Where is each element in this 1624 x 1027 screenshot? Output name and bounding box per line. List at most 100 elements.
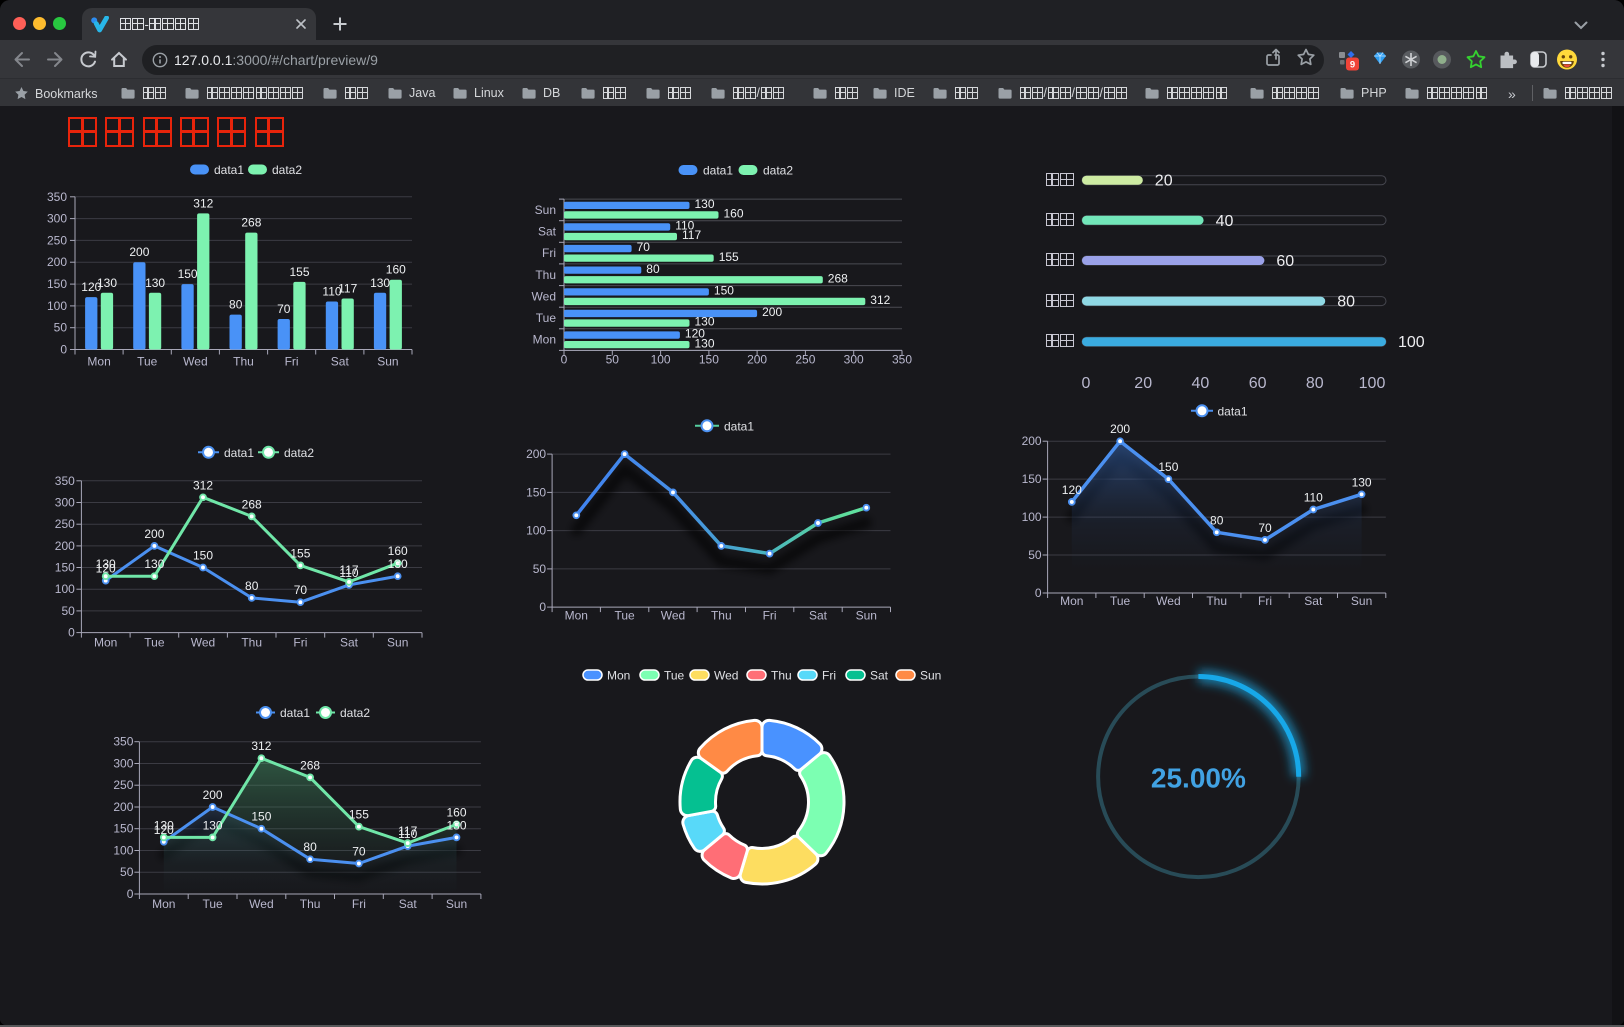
svg-text:70: 70 bbox=[1258, 521, 1272, 535]
svg-text:Mon: Mon bbox=[1060, 594, 1083, 608]
svg-text:Sat: Sat bbox=[331, 355, 350, 369]
svg-text:data1: data1 bbox=[224, 446, 254, 460]
svg-text:Fri: Fri bbox=[542, 246, 556, 260]
svg-text:data2: data2 bbox=[284, 446, 314, 460]
svg-text:0: 0 bbox=[561, 353, 568, 367]
svg-text:200: 200 bbox=[762, 305, 782, 319]
svg-text:110: 110 bbox=[1304, 491, 1323, 505]
svg-text:data1: data1 bbox=[703, 164, 733, 178]
svg-text:80: 80 bbox=[1210, 513, 1224, 527]
svg-text:Fri: Fri bbox=[293, 636, 307, 650]
svg-text:160: 160 bbox=[388, 544, 408, 558]
svg-text:80: 80 bbox=[229, 298, 243, 312]
svg-text:130: 130 bbox=[203, 818, 223, 832]
svg-text:0: 0 bbox=[60, 343, 67, 357]
svg-text:Wed: Wed bbox=[714, 669, 738, 683]
svg-text:100: 100 bbox=[1022, 510, 1042, 524]
svg-text:150: 150 bbox=[47, 277, 67, 291]
svg-text:312: 312 bbox=[870, 293, 890, 307]
svg-text:250: 250 bbox=[55, 517, 75, 531]
svg-text:50: 50 bbox=[54, 321, 68, 335]
svg-text:data1: data1 bbox=[280, 706, 310, 720]
svg-text:150: 150 bbox=[193, 549, 213, 563]
svg-text:350: 350 bbox=[113, 735, 133, 749]
svg-text:120: 120 bbox=[685, 327, 705, 341]
svg-text:80: 80 bbox=[303, 840, 317, 854]
svg-text:268: 268 bbox=[242, 497, 262, 511]
svg-text:200: 200 bbox=[47, 255, 67, 269]
svg-text:130: 130 bbox=[144, 557, 164, 571]
svg-text:Sat: Sat bbox=[399, 897, 418, 911]
svg-text:Mon: Mon bbox=[607, 669, 630, 683]
svg-text:Fri: Fri bbox=[1258, 594, 1272, 608]
svg-text:350: 350 bbox=[892, 353, 912, 367]
svg-text:Sun: Sun bbox=[387, 636, 408, 650]
svg-text:Thu: Thu bbox=[535, 268, 556, 282]
svg-text:312: 312 bbox=[251, 739, 271, 753]
svg-text:Tue: Tue bbox=[137, 355, 158, 369]
svg-text:150: 150 bbox=[1158, 460, 1178, 474]
svg-text:data1: data1 bbox=[214, 163, 244, 177]
svg-text:117: 117 bbox=[682, 228, 701, 242]
svg-text:Mon: Mon bbox=[533, 333, 556, 347]
svg-text:300: 300 bbox=[47, 212, 67, 226]
svg-text:25.00%: 25.00% bbox=[1151, 763, 1246, 794]
svg-text:70: 70 bbox=[277, 302, 291, 316]
svg-text:130: 130 bbox=[370, 276, 390, 290]
svg-text:data2: data2 bbox=[340, 706, 370, 720]
svg-text:Wed: Wed bbox=[532, 289, 556, 303]
svg-text:0: 0 bbox=[127, 887, 134, 901]
svg-text:Sun: Sun bbox=[920, 669, 941, 683]
svg-text:Mon: Mon bbox=[94, 636, 117, 650]
svg-text:Wed: Wed bbox=[1156, 594, 1180, 608]
svg-text:20: 20 bbox=[1155, 173, 1173, 190]
svg-text:70: 70 bbox=[637, 240, 651, 254]
svg-text:50: 50 bbox=[533, 562, 547, 576]
svg-text:130: 130 bbox=[446, 818, 466, 832]
svg-text:100: 100 bbox=[1398, 334, 1425, 351]
svg-text:50: 50 bbox=[120, 865, 134, 879]
svg-text:100: 100 bbox=[526, 524, 546, 538]
svg-text:Mon: Mon bbox=[152, 897, 175, 911]
svg-text:Sun: Sun bbox=[535, 203, 556, 217]
svg-text:20: 20 bbox=[1134, 375, 1152, 392]
svg-text:100: 100 bbox=[1359, 375, 1386, 392]
svg-text:300: 300 bbox=[113, 757, 133, 771]
svg-text:0: 0 bbox=[1082, 375, 1091, 392]
svg-text:312: 312 bbox=[193, 478, 213, 492]
svg-text:Wed: Wed bbox=[249, 897, 273, 911]
svg-text:Mon: Mon bbox=[87, 355, 110, 369]
svg-text:50: 50 bbox=[1028, 548, 1042, 562]
svg-text:200: 200 bbox=[129, 245, 149, 259]
svg-text:80: 80 bbox=[1337, 294, 1355, 311]
svg-text:268: 268 bbox=[241, 216, 261, 230]
svg-text:Fri: Fri bbox=[285, 355, 299, 369]
svg-text:150: 150 bbox=[714, 284, 734, 298]
svg-text:155: 155 bbox=[289, 265, 309, 279]
svg-text:200: 200 bbox=[113, 800, 133, 814]
svg-text:100: 100 bbox=[55, 582, 75, 596]
svg-text:300: 300 bbox=[844, 353, 864, 367]
svg-text:100: 100 bbox=[113, 844, 133, 858]
svg-text:150: 150 bbox=[1022, 472, 1042, 486]
svg-text:data2: data2 bbox=[272, 163, 302, 177]
svg-text:150: 150 bbox=[251, 810, 271, 824]
svg-text:150: 150 bbox=[526, 485, 546, 499]
svg-text:Sun: Sun bbox=[856, 609, 877, 623]
svg-text:Sat: Sat bbox=[340, 636, 359, 650]
svg-text:Thu: Thu bbox=[711, 609, 732, 623]
svg-text:Thu: Thu bbox=[1206, 594, 1227, 608]
svg-text:Fri: Fri bbox=[763, 609, 777, 623]
svg-text:60: 60 bbox=[1249, 375, 1267, 392]
svg-text:0: 0 bbox=[1035, 586, 1042, 600]
svg-text:130: 130 bbox=[695, 197, 715, 211]
svg-text:117: 117 bbox=[398, 824, 417, 838]
svg-text:Sat: Sat bbox=[1304, 594, 1323, 608]
svg-text:268: 268 bbox=[828, 271, 848, 285]
svg-text:50: 50 bbox=[61, 604, 75, 618]
svg-text:Thu: Thu bbox=[233, 355, 254, 369]
svg-text:80: 80 bbox=[245, 579, 259, 593]
svg-text:120: 120 bbox=[81, 280, 101, 294]
svg-text:Fri: Fri bbox=[822, 669, 836, 683]
svg-text:Sun: Sun bbox=[377, 355, 398, 369]
